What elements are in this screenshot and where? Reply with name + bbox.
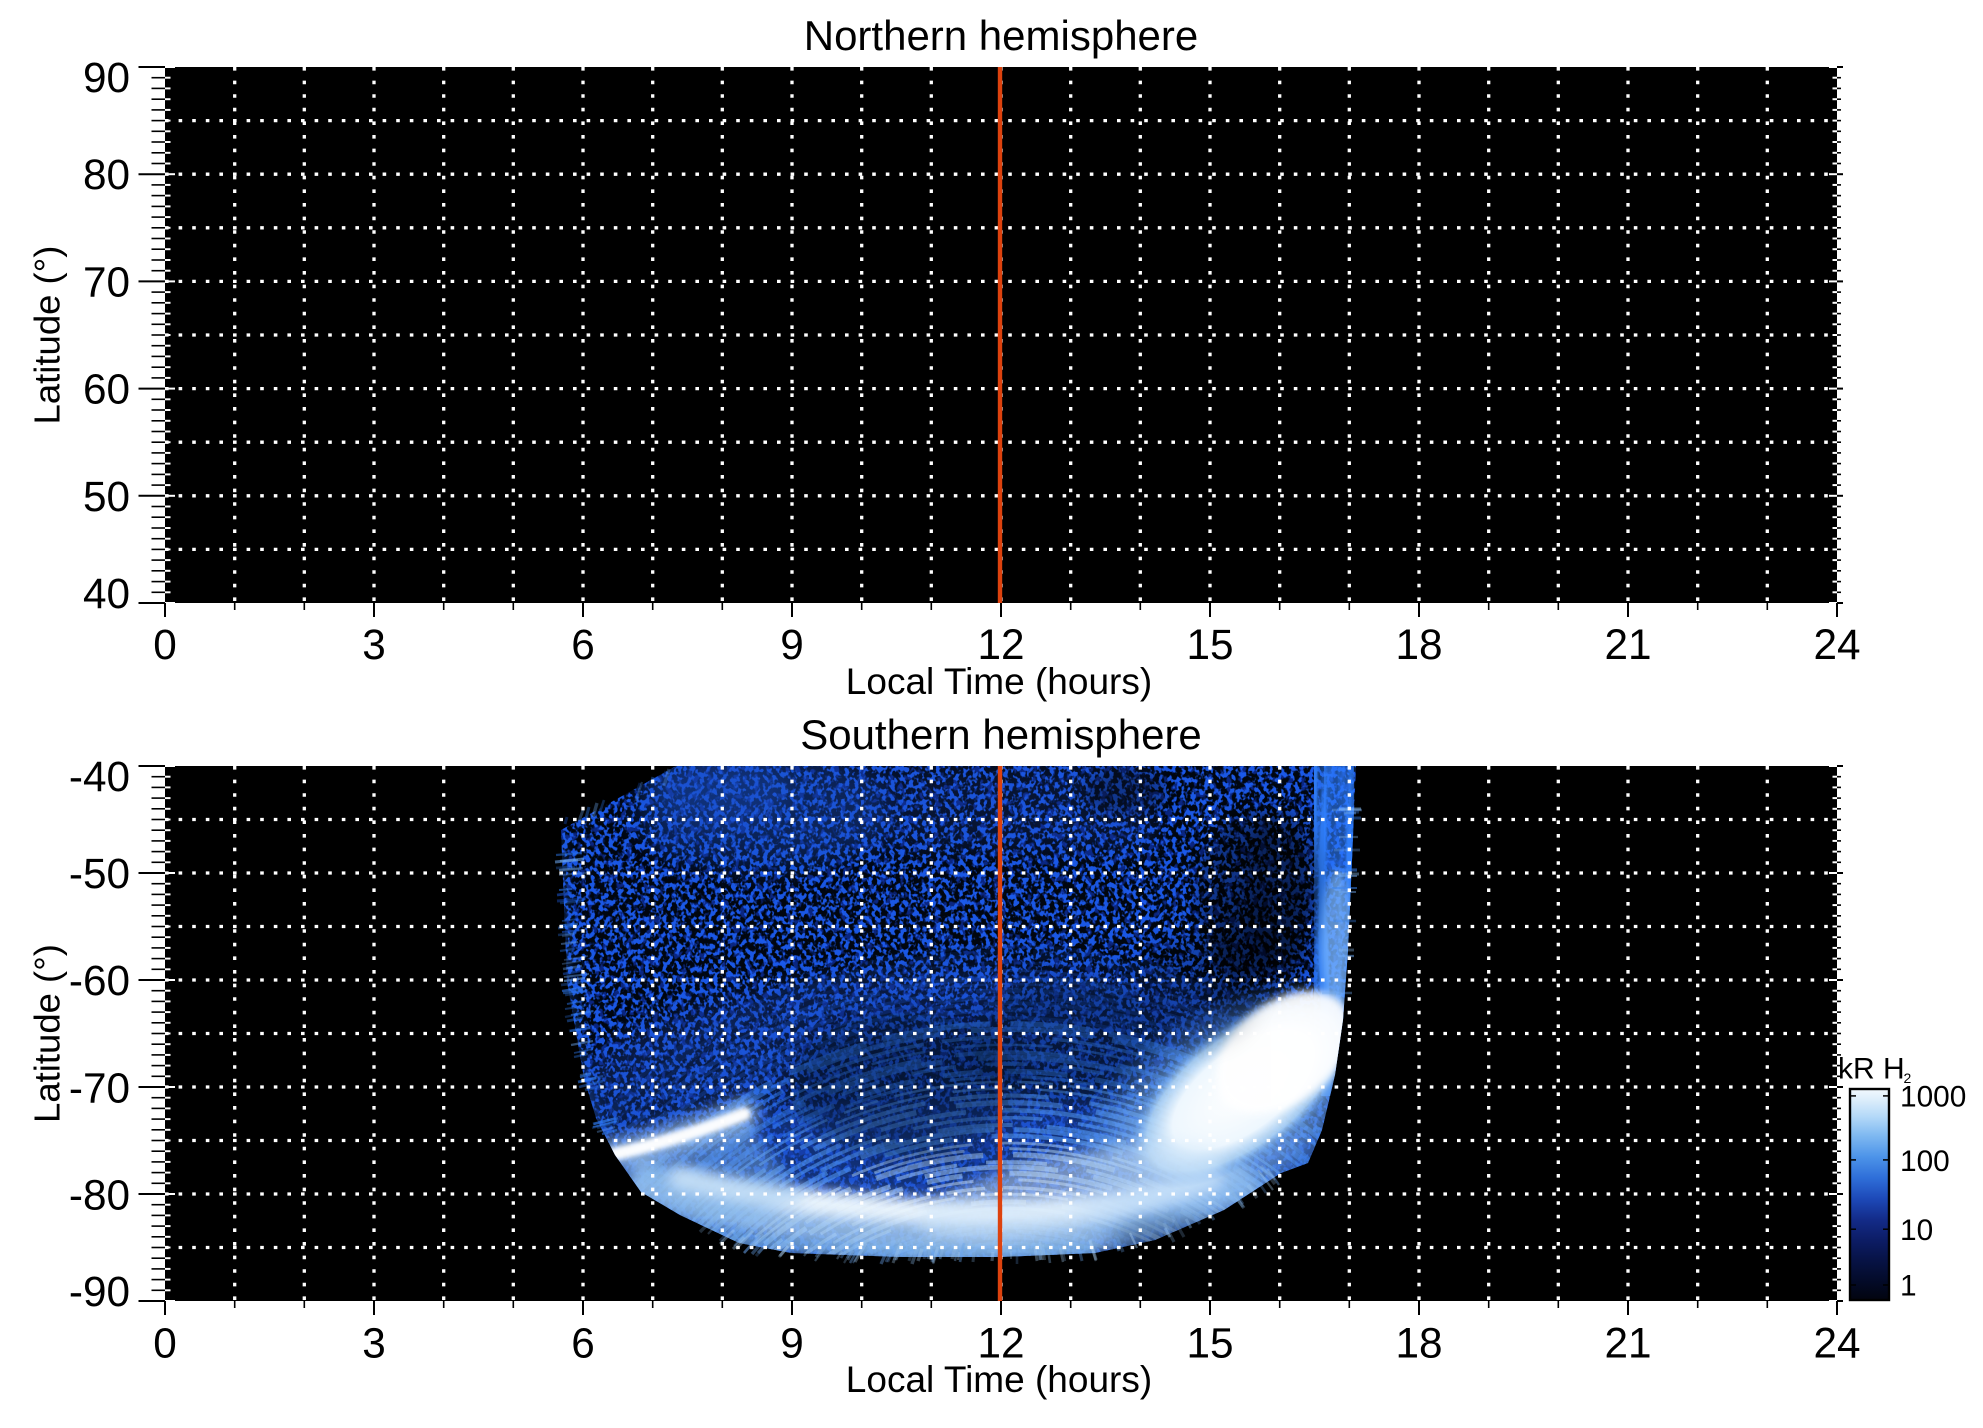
svg-text:15: 15 (1186, 621, 1233, 668)
svg-text:Latitude (°): Latitude (°) (27, 944, 68, 1123)
svg-text:21: 21 (1604, 621, 1651, 668)
svg-text:70: 70 (83, 258, 130, 305)
svg-text:50: 50 (83, 473, 130, 520)
svg-text:Local Time (hours): Local Time (hours) (846, 661, 1152, 702)
svg-text:90: 90 (83, 54, 130, 101)
svg-text:-60: -60 (69, 957, 130, 1004)
svg-text:Local Time (hours): Local Time (hours) (846, 1359, 1152, 1400)
svg-text:2: 2 (1904, 1070, 1912, 1086)
svg-text:24: 24 (1813, 1320, 1860, 1367)
svg-text:18: 18 (1395, 621, 1442, 668)
svg-text:Southern hemisphere: Southern hemisphere (800, 711, 1202, 758)
svg-text:80: 80 (83, 151, 130, 198)
svg-text:3: 3 (362, 621, 386, 668)
svg-text:1: 1 (1900, 1270, 1917, 1303)
svg-text:-40: -40 (69, 753, 130, 800)
svg-text:60: 60 (83, 366, 130, 413)
svg-text:Latitude (°): Latitude (°) (27, 246, 68, 425)
svg-text:1000: 1000 (1900, 1081, 1966, 1114)
svg-text:10: 10 (1900, 1214, 1933, 1247)
svg-text:21: 21 (1604, 1320, 1651, 1367)
svg-text:12: 12 (977, 1320, 1024, 1367)
svg-text:12: 12 (977, 621, 1024, 668)
svg-text:24: 24 (1813, 621, 1860, 668)
svg-text:9: 9 (780, 1320, 804, 1367)
svg-text:3: 3 (362, 1320, 386, 1367)
svg-text:40: 40 (83, 570, 130, 617)
svg-text:-50: -50 (69, 850, 130, 897)
svg-text:-70: -70 (69, 1064, 130, 1111)
svg-text:6: 6 (571, 1320, 595, 1367)
svg-text:15: 15 (1186, 1320, 1233, 1367)
svg-text:-90: -90 (69, 1268, 130, 1315)
svg-text:9: 9 (780, 621, 804, 668)
svg-text:18: 18 (1395, 1320, 1442, 1367)
svg-text:-80: -80 (69, 1172, 130, 1219)
svg-text:Northern hemisphere: Northern hemisphere (804, 12, 1199, 59)
svg-text:0: 0 (153, 1320, 177, 1367)
svg-text:6: 6 (571, 621, 595, 668)
svg-text:0: 0 (153, 621, 177, 668)
svg-text:kR H: kR H (1838, 1053, 1905, 1086)
svg-text:100: 100 (1900, 1145, 1950, 1178)
